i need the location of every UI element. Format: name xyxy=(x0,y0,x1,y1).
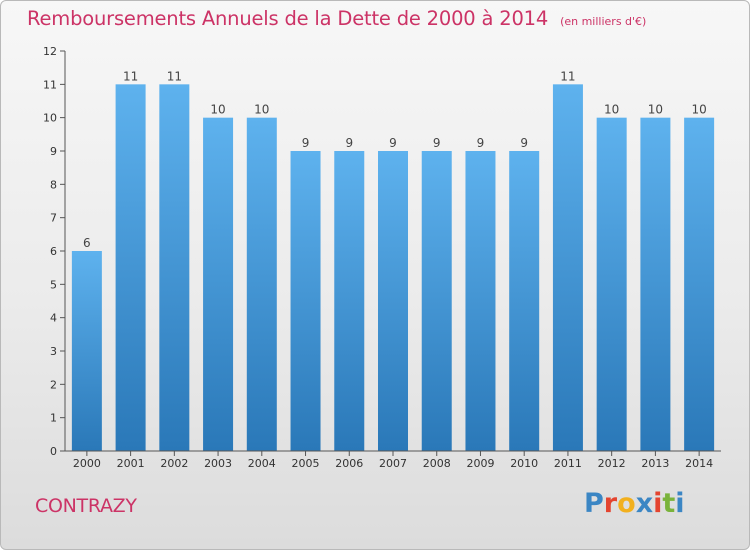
bar-2007 xyxy=(378,151,408,451)
y-tick-label: 5 xyxy=(50,278,57,291)
logo-letter: i xyxy=(675,488,685,519)
x-tick-label: 2009 xyxy=(466,457,494,470)
x-tick-label: 2007 xyxy=(379,457,407,470)
bar-2004 xyxy=(246,117,277,452)
data-label-2004: 10 xyxy=(254,103,269,117)
logo-letter: P xyxy=(584,488,604,519)
bar-2003 xyxy=(203,117,234,452)
x-tick-label: 2004 xyxy=(248,457,276,470)
x-tick-label: 2008 xyxy=(423,457,451,470)
chart-title: Remboursements Annuels de la Dette de 20… xyxy=(27,7,549,30)
bar-2012 xyxy=(596,117,627,452)
x-tick-label: 2006 xyxy=(335,457,363,470)
x-tick-label: 2003 xyxy=(204,457,232,470)
data-label-2011: 11 xyxy=(560,69,575,83)
proxiti-logo[interactable]: Proxiti xyxy=(584,488,685,519)
bar-2014 xyxy=(684,117,715,452)
city-name: CONTRAZY xyxy=(35,495,137,517)
x-tick-label: 2010 xyxy=(510,457,538,470)
y-tick-label: 8 xyxy=(50,178,57,191)
data-label-2005: 9 xyxy=(302,136,310,150)
logo-letter: t xyxy=(662,488,676,519)
bar-2009 xyxy=(465,151,496,451)
data-label-2014: 10 xyxy=(691,103,706,117)
x-tick-label: 2012 xyxy=(598,457,626,470)
logo-letter: i xyxy=(653,488,663,519)
x-tick-label: 2013 xyxy=(641,457,669,470)
data-label-2010: 9 xyxy=(520,136,528,150)
bar-2000 xyxy=(71,251,102,451)
bar-2008 xyxy=(421,151,452,451)
y-tick-label: 1 xyxy=(50,412,57,425)
data-label-2001: 11 xyxy=(123,69,138,83)
bar-2002 xyxy=(159,84,190,451)
x-axis: 2000 2001 2002 2003 2004 2005 2006 2007 2008 2009… xyxy=(65,450,721,470)
y-tick-label: 11 xyxy=(43,78,57,91)
data-label-2002: 11 xyxy=(167,69,182,83)
y-tick-label: 7 xyxy=(50,212,57,225)
x-tick-label: 2005 xyxy=(292,457,320,470)
x-tick-label: 2002 xyxy=(160,457,188,470)
y-tick-label: 12 xyxy=(43,45,57,58)
data-label-2008: 9 xyxy=(433,136,441,150)
y-tick-label: 10 xyxy=(43,112,57,125)
bar-2011 xyxy=(552,84,583,451)
bar-2005 xyxy=(290,151,321,451)
title-row: Remboursements Annuels de la Dette de 20… xyxy=(27,7,646,30)
data-labels-group: 6 11 11 10 10 9 9 9 9 9 9 11 10 10 10 xyxy=(83,69,707,250)
bar-2006 xyxy=(334,151,365,451)
data-label-2009: 9 xyxy=(477,136,485,150)
x-tick-label: 2014 xyxy=(685,457,713,470)
data-label-2012: 10 xyxy=(604,103,619,117)
data-label-2003: 10 xyxy=(210,103,225,117)
bar-2001 xyxy=(115,84,146,451)
x-tick-label: 2000 xyxy=(73,457,101,470)
data-label-2006: 9 xyxy=(345,136,353,150)
y-tick-label: 9 xyxy=(50,145,57,158)
y-tick-label: 4 xyxy=(50,312,57,325)
y-tick-label: 3 xyxy=(50,345,57,358)
logo-letter: r xyxy=(603,488,618,519)
y-tick-label: 6 xyxy=(50,245,57,258)
x-tick-label: 2001 xyxy=(117,457,145,470)
data-label-2007: 9 xyxy=(389,136,397,150)
bar-2013 xyxy=(640,117,671,452)
y-tick-label: 2 xyxy=(50,378,57,391)
bar-2010 xyxy=(509,151,540,451)
x-tick-label: 2011 xyxy=(554,457,582,470)
data-label-2013: 10 xyxy=(648,103,663,117)
y-tick-label: 0 xyxy=(50,445,57,458)
chart-subtitle: (en milliers d'€) xyxy=(560,15,647,28)
data-label-2000: 6 xyxy=(83,236,91,250)
bars-group xyxy=(71,84,715,452)
logo-letter: x xyxy=(635,488,654,519)
logo-letter: o xyxy=(617,488,636,519)
